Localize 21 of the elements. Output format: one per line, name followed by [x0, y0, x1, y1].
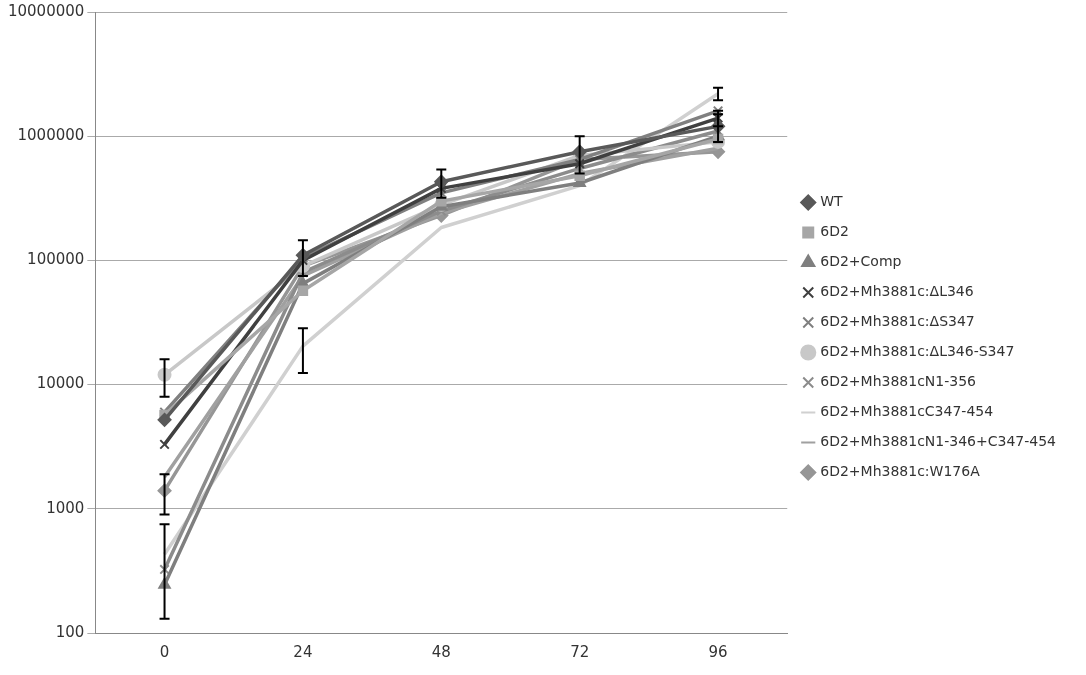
- y-tick-label: 10000000: [7, 1, 85, 20]
- x-tick-label: 48: [431, 642, 451, 661]
- legend-label: 6D2+Mh3881c:ΔL346: [820, 283, 974, 300]
- legend-label: WT: [820, 193, 844, 210]
- legend-label: 6D2: [820, 223, 849, 240]
- legend-label: 6D2+Mh3881c:ΔS347: [820, 313, 975, 330]
- legend-label: 6D2+Mh3881cN1-346+C347-454: [820, 433, 1057, 450]
- legend-label: 6D2+Mh3881cC347-454: [820, 403, 994, 420]
- y-tick-label: 100000: [27, 250, 85, 269]
- legend-label: 6D2+Comp: [820, 253, 902, 270]
- x-tick-label: 24: [293, 642, 313, 661]
- x-tick-label: 72: [570, 642, 590, 661]
- y-tick-label: 10000: [36, 374, 85, 393]
- legend-label: 6D2+Mh3881cN1-356: [820, 373, 977, 390]
- y-tick-label: 100: [55, 622, 85, 641]
- x-tick-label: 96: [708, 642, 728, 661]
- y-tick-label: 1000000: [17, 126, 85, 145]
- legend-label: 6D2+Mh3881c:ΔL346-S347: [820, 343, 1015, 360]
- y-tick-label: 1000: [46, 498, 85, 517]
- legend-label: 6D2+Mh3881c:W176A: [820, 463, 981, 480]
- x-tick-label: 0: [159, 642, 170, 661]
